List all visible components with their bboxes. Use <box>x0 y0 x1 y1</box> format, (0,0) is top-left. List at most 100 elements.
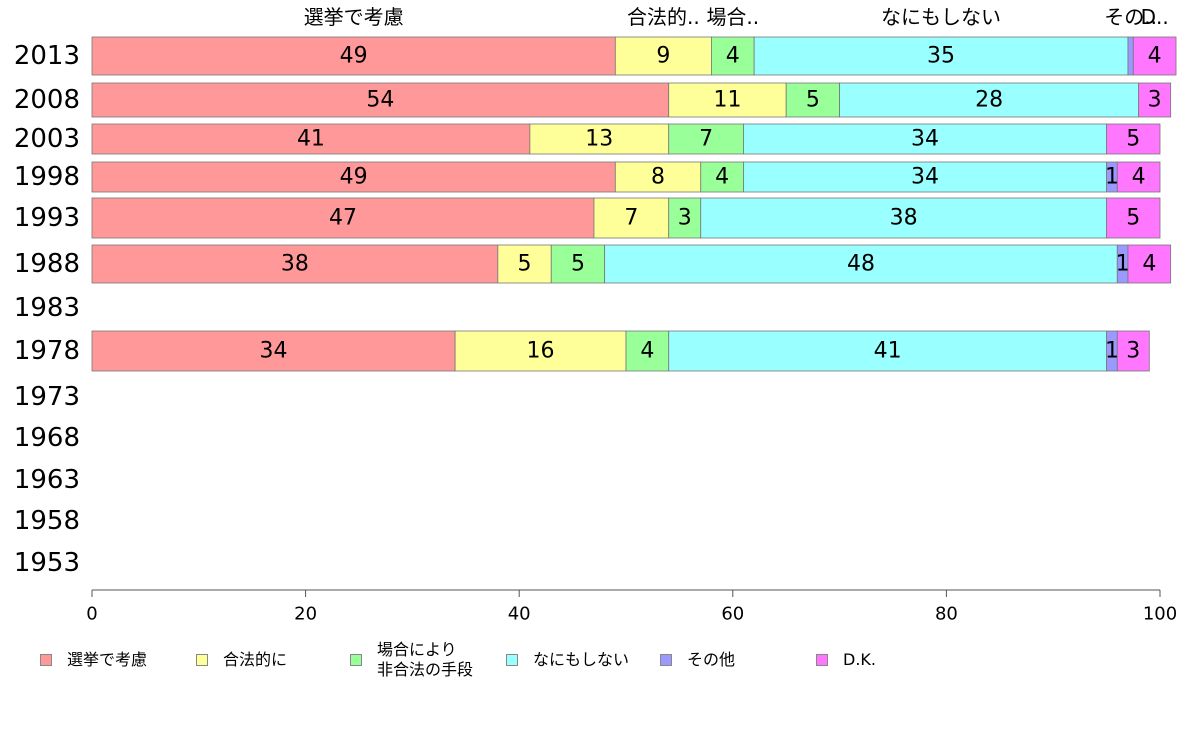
bar-segment-1978-s3 <box>668 330 1107 372</box>
category-label-1963: 1963 <box>14 465 80 495</box>
data-label-2008-s2: 5 <box>806 88 820 113</box>
data-label-1993-s0: 47 <box>329 206 357 231</box>
series-header-s4: その.. <box>1104 5 1157 29</box>
legend-label-s2: 場合により 非合法の手段 <box>377 640 474 679</box>
bar-segment-1998-s5 <box>1116 161 1161 193</box>
data-label-1993-s3: 38 <box>890 206 918 231</box>
data-label-1998-s0: 49 <box>340 165 368 190</box>
bar-segment-2003-s1 <box>529 123 670 155</box>
bar-segment-2013-s4 <box>1127 36 1134 76</box>
bar-segment-1998-s2 <box>700 161 744 193</box>
category-label-1993: 1993 <box>14 203 80 233</box>
x-tick-label-0: 0 <box>86 604 97 625</box>
data-label-1998-s3: 34 <box>911 165 939 190</box>
bar-segment-2003-s2 <box>668 123 744 155</box>
bar-segment-1993-s3 <box>700 197 1108 239</box>
bar-segment-2013-s5 <box>1132 36 1177 76</box>
bar-segment-1978-s0 <box>91 330 456 372</box>
bar-segment-1998-s0 <box>91 161 616 193</box>
data-label-1993-s2: 3 <box>678 206 692 231</box>
category-label-1953: 1953 <box>14 548 80 578</box>
data-label-1988-s5: 4 <box>1142 252 1156 277</box>
bar-segment-1988-s3 <box>604 244 1118 284</box>
data-label-1998-s5: 4 <box>1132 165 1146 190</box>
bar-segment-1993-s5 <box>1106 197 1161 239</box>
legend-swatch-s0 <box>40 654 52 666</box>
legend-swatch-s4 <box>660 654 672 666</box>
data-label-1993-s1: 7 <box>624 206 638 231</box>
category-label-2003: 2003 <box>14 124 80 154</box>
data-label-2003-s1: 13 <box>585 127 613 152</box>
bar-segment-1978-s2 <box>625 330 670 372</box>
data-label-1998-s2: 4 <box>715 165 729 190</box>
category-label-1958: 1958 <box>14 506 80 536</box>
legend-label-s0: 選挙で考慮 <box>67 650 148 669</box>
data-label-1998-s1: 8 <box>651 165 665 190</box>
data-label-1978-s0: 34 <box>260 339 288 364</box>
bar-segment-1998-s3 <box>743 161 1107 193</box>
legend-item-s3: なにもしない <box>506 650 629 670</box>
data-label-1998-s4: 1 <box>1105 165 1119 190</box>
legend-swatch-s5 <box>816 654 828 666</box>
x-tick-label-40: 40 <box>508 604 531 625</box>
legend-item-s4: その他 <box>660 650 735 670</box>
bar-segment-2008-s1 <box>668 82 787 118</box>
data-label-1978-s5: 3 <box>1126 339 1140 364</box>
bar-segment-2008-s0 <box>91 82 670 118</box>
series-header-s1: 合法的.. <box>627 5 700 29</box>
bar-segment-2013-s3 <box>753 36 1129 76</box>
data-label-2003-s0: 41 <box>297 127 325 152</box>
data-label-2003-s5: 5 <box>1126 127 1140 152</box>
data-label-1988-s2: 5 <box>571 252 585 277</box>
data-label-1988-s0: 38 <box>281 252 309 277</box>
data-label-2008-s1: 11 <box>713 88 741 113</box>
bar-segment-1988-s5 <box>1127 244 1172 284</box>
bar-segment-1998-s1 <box>614 161 702 193</box>
x-tick-label-20: 20 <box>294 604 317 625</box>
category-label-1973: 1973 <box>14 382 80 412</box>
legend-label-s5: D.K. <box>843 650 876 669</box>
data-label-1993-s5: 5 <box>1126 206 1140 231</box>
bar-segment-2013-s2 <box>711 36 755 76</box>
data-label-2008-s5: 3 <box>1148 88 1162 113</box>
x-tick-label-100: 100 <box>1143 604 1177 625</box>
bar-segment-2013-s1 <box>614 36 712 76</box>
bar-segment-1993-s1 <box>593 197 670 239</box>
data-label-1978-s3: 41 <box>874 339 902 364</box>
legend-swatch-s1 <box>196 654 208 666</box>
bar-segment-1978-s1 <box>454 330 627 372</box>
category-label-2008: 2008 <box>14 85 80 115</box>
data-label-2013-s0: 49 <box>340 44 368 69</box>
bar-segment-1988-s1 <box>497 244 552 284</box>
legend-item-s2: 場合により 非合法の手段 <box>350 640 473 680</box>
category-label-1988: 1988 <box>14 249 80 279</box>
data-label-2003-s3: 34 <box>911 127 939 152</box>
legend-swatch-s3 <box>506 654 518 666</box>
data-label-1988-s3: 48 <box>847 252 875 277</box>
series-header-s2: 場合.. <box>706 5 759 29</box>
data-label-1978-s2: 4 <box>640 339 654 364</box>
category-label-2013: 2013 <box>14 41 80 71</box>
bar-segment-2013-s0 <box>91 36 616 76</box>
series-header-s5: D.. <box>1141 5 1169 29</box>
category-label-1978: 1978 <box>14 336 80 366</box>
x-tick-label-80: 80 <box>935 604 958 625</box>
legend-label-s1: 合法的に <box>223 650 288 669</box>
stacked-bar-chart: 2013200820031998199319881983197819731968… <box>14 5 1177 625</box>
series-header-s3: なにもしない <box>881 5 1001 29</box>
data-label-2013-s1: 9 <box>656 44 670 69</box>
bar-segment-1978-s5 <box>1116 330 1150 372</box>
legend-item-s1: 合法的に <box>196 650 287 670</box>
data-label-2013-s2: 4 <box>726 44 740 69</box>
data-label-2008-s0: 54 <box>366 88 394 113</box>
bar-segment-2008-s3 <box>839 82 1140 118</box>
category-label-1998: 1998 <box>14 162 80 192</box>
data-label-1978-s4: 1 <box>1105 339 1119 364</box>
legend-item-s5: D.K. <box>816 650 876 670</box>
data-label-2013-s5: 4 <box>1148 44 1162 69</box>
legend: 選挙で考慮 合法的に 場合により 非合法の手段 なにもしない その他 D.K. <box>0 640 1188 700</box>
data-label-1988-s1: 5 <box>518 252 532 277</box>
category-label-1968: 1968 <box>14 423 80 453</box>
bar-segment-2008-s5 <box>1138 82 1172 118</box>
data-label-1978-s1: 16 <box>527 339 555 364</box>
